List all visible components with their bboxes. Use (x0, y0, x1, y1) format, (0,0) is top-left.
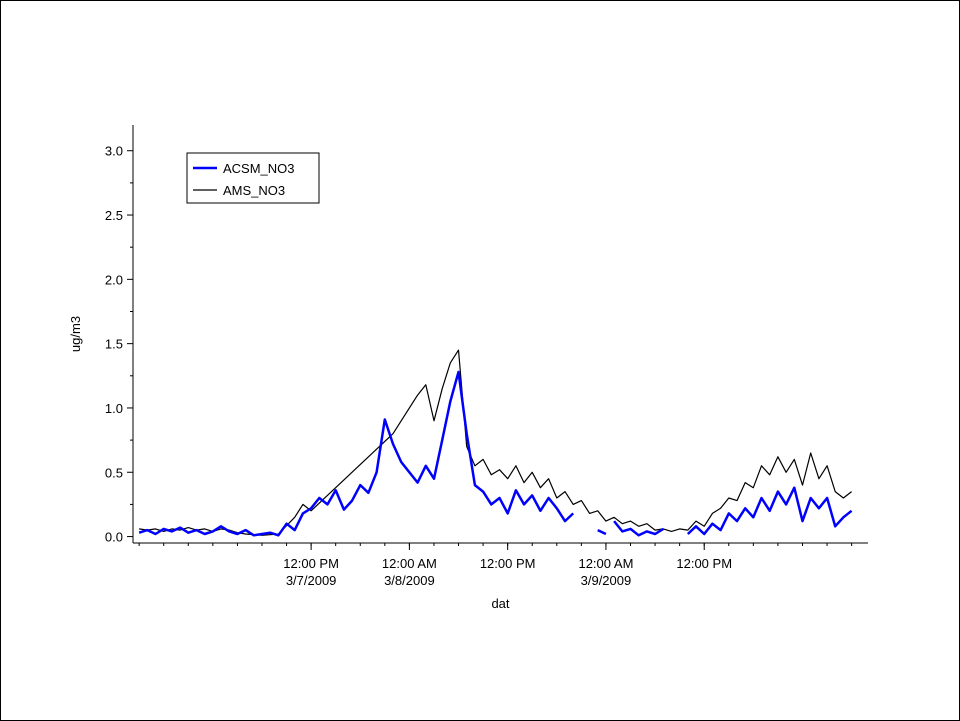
x-tick-label: 12:00 AM (578, 556, 633, 571)
y-tick-label: 2.5 (105, 208, 123, 223)
x-tick-label: 12:00 PM (283, 556, 339, 571)
x-tick-label: 12:00 AM (382, 556, 437, 571)
series-layer (138, 349, 853, 537)
x-tick-date-label: 3/7/2009 (286, 573, 337, 588)
y-tick-label: 1.5 (105, 337, 123, 352)
series-line-acsm-no3-segment-2 (613, 520, 664, 537)
y-tick-label: 3.0 (105, 144, 123, 159)
y-tick-label: 0.5 (105, 465, 123, 480)
legend-box (186, 152, 320, 204)
legend-label-ams: AMS_NO3 (223, 183, 285, 198)
x-axis-title: dat (491, 596, 509, 611)
y-tick-label: 2.0 (105, 272, 123, 287)
legend-label-acsm: ACSM_NO3 (223, 161, 295, 176)
legend: ACSM_NO3 AMS_NO3 (186, 152, 320, 204)
y-tick-label: 1.0 (105, 401, 123, 416)
x-tick-label: 12:00 PM (676, 556, 732, 571)
series-line-acsm-no3-segment-0 (138, 370, 575, 537)
y-tick-label: 0.0 (105, 530, 123, 545)
axes: 0.0 0.5 1.0 1.5 2.0 2.5 3.0 12:00 PM 3/7/2009 12:… (105, 125, 868, 588)
x-tick-date-label: 3/9/2009 (581, 573, 632, 588)
y-axis-title: ug/m3 (68, 316, 83, 352)
x-tick-date-label: 3/8/2009 (384, 573, 435, 588)
x-tick-label: 12:00 PM (480, 556, 536, 571)
series-line-acsm-no3-segment-1 (597, 528, 607, 536)
series-line-acsm-no3-segment-3 (686, 486, 853, 536)
